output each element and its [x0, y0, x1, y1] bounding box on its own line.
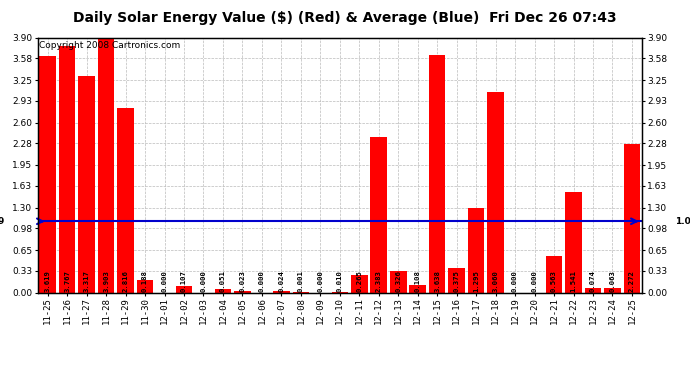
Text: 0.051: 0.051: [220, 270, 226, 292]
Bar: [546, 256, 562, 292]
Bar: [273, 291, 290, 292]
Bar: [487, 92, 504, 292]
Bar: [137, 280, 153, 292]
Bar: [624, 144, 640, 292]
Text: 3.619: 3.619: [45, 270, 50, 292]
Bar: [117, 108, 134, 292]
Text: 0.563: 0.563: [551, 270, 557, 292]
Text: 2.272: 2.272: [629, 270, 635, 292]
Text: 0.024: 0.024: [278, 270, 284, 292]
Text: 3.060: 3.060: [493, 270, 499, 292]
Bar: [429, 55, 446, 292]
Text: 3.317: 3.317: [83, 270, 90, 292]
Bar: [371, 137, 387, 292]
Text: 3.767: 3.767: [64, 270, 70, 292]
Bar: [351, 275, 368, 292]
Text: 0.326: 0.326: [395, 270, 402, 292]
Text: Copyright 2008 Cartronics.com: Copyright 2008 Cartronics.com: [39, 41, 180, 50]
Text: 0.265: 0.265: [356, 270, 362, 292]
Bar: [79, 76, 95, 292]
Bar: [234, 291, 250, 292]
Bar: [565, 192, 582, 292]
Bar: [39, 56, 56, 292]
Text: 2.383: 2.383: [376, 270, 382, 292]
Text: 1.541: 1.541: [571, 270, 577, 292]
Text: Daily Solar Energy Value ($) (Red) & Average (Blue)  Fri Dec 26 07:43: Daily Solar Energy Value ($) (Red) & Ave…: [73, 11, 617, 25]
Text: 2.816: 2.816: [123, 270, 128, 292]
Text: 0.063: 0.063: [609, 270, 615, 292]
Text: 0.108: 0.108: [415, 270, 421, 292]
Bar: [468, 208, 484, 292]
Text: 0.001: 0.001: [298, 270, 304, 292]
Bar: [390, 271, 406, 292]
Text: 0.000: 0.000: [259, 270, 265, 292]
Bar: [215, 289, 231, 292]
Text: 0.074: 0.074: [590, 270, 596, 292]
Text: 0.000: 0.000: [512, 270, 518, 292]
Text: 0.375: 0.375: [454, 270, 460, 292]
Text: 0.023: 0.023: [239, 270, 246, 292]
Bar: [98, 37, 115, 292]
Bar: [409, 285, 426, 292]
Bar: [604, 288, 621, 292]
Text: 3.903: 3.903: [103, 270, 109, 292]
Text: 0.000: 0.000: [317, 270, 324, 292]
Text: 0.010: 0.010: [337, 270, 343, 292]
Bar: [59, 46, 75, 292]
Text: 0.000: 0.000: [201, 270, 206, 292]
Text: 0.107: 0.107: [181, 270, 187, 292]
Text: 0.188: 0.188: [142, 270, 148, 292]
Text: 3.638: 3.638: [434, 270, 440, 292]
Text: 1.089: 1.089: [0, 217, 5, 226]
Text: 0.000: 0.000: [531, 270, 538, 292]
Text: 1.089: 1.089: [675, 217, 690, 226]
Bar: [448, 268, 465, 292]
Text: 0.000: 0.000: [161, 270, 168, 292]
Text: 1.295: 1.295: [473, 270, 479, 292]
Bar: [584, 288, 601, 292]
Bar: [176, 285, 193, 292]
